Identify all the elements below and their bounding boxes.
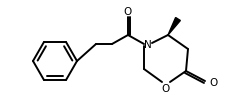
Text: N: N — [144, 40, 152, 50]
Text: O: O — [209, 77, 217, 87]
Text: O: O — [162, 83, 170, 93]
Text: O: O — [124, 7, 132, 17]
Polygon shape — [168, 18, 180, 36]
